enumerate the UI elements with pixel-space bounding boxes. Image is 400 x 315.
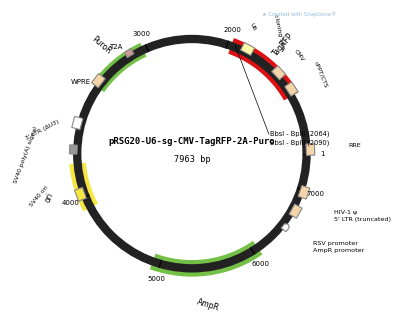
Text: SV40 ori: SV40 ori [30,184,50,207]
Polygon shape [91,78,105,98]
Text: HIV-1 ψ: HIV-1 ψ [334,210,357,215]
Text: RRE: RRE [348,143,361,148]
Polygon shape [92,73,105,88]
Text: 3000: 3000 [132,31,150,37]
Polygon shape [70,145,77,154]
Polygon shape [285,82,298,96]
Text: ori: ori [43,191,55,204]
Polygon shape [306,144,315,155]
Polygon shape [72,116,83,129]
Text: 7963 bp: 7963 bp [174,155,210,164]
Polygon shape [84,196,97,219]
Text: T2A: T2A [109,44,123,50]
Text: RSV promoter: RSV promoter [313,241,358,246]
Polygon shape [228,38,298,100]
Text: 3' LTR (ΔU3): 3' LTR (ΔU3) [24,119,60,141]
Text: 6000: 6000 [252,261,270,267]
Polygon shape [289,204,302,218]
Polygon shape [219,41,244,50]
Text: 5000: 5000 [147,276,165,282]
Text: 2000: 2000 [223,27,241,33]
Polygon shape [281,224,289,232]
Text: PuroR: PuroR [90,35,113,56]
Text: CMV: CMV [293,49,305,63]
Text: pRSG20-U6-sg-CMV-TagRFP-2A-Puro: pRSG20-U6-sg-CMV-TagRFP-2A-Puro [108,137,275,146]
Polygon shape [150,241,262,277]
Text: 1: 1 [320,151,324,157]
Polygon shape [92,43,147,92]
Text: cloning site: cloning site [273,14,285,50]
Text: TagRFP: TagRFP [271,32,295,58]
Text: AmpR promoter: AmpR promoter [313,248,364,253]
Polygon shape [124,49,134,58]
Polygon shape [69,163,98,211]
Text: WPRE: WPRE [71,79,91,85]
Text: SV40 poly(A) signal: SV40 poly(A) signal [13,126,38,184]
Text: U6: U6 [249,22,257,32]
Text: AmpR: AmpR [196,297,221,312]
Polygon shape [74,187,86,201]
Text: 7000: 7000 [307,191,325,197]
Text: BbsI - BpiII (2064): BbsI - BpiII (2064) [270,131,330,137]
Text: ★ Created with SnapGene®: ★ Created with SnapGene® [262,12,337,17]
Polygon shape [240,43,255,55]
Text: cPPT/CTS: cPPT/CTS [314,60,329,88]
Polygon shape [247,240,268,255]
Text: 4000: 4000 [62,199,80,205]
Text: BbsI - BpiII (2090): BbsI - BpiII (2090) [270,140,330,146]
Polygon shape [272,66,286,80]
Polygon shape [298,186,310,199]
Text: 5' LTR (truncated): 5' LTR (truncated) [334,217,391,222]
